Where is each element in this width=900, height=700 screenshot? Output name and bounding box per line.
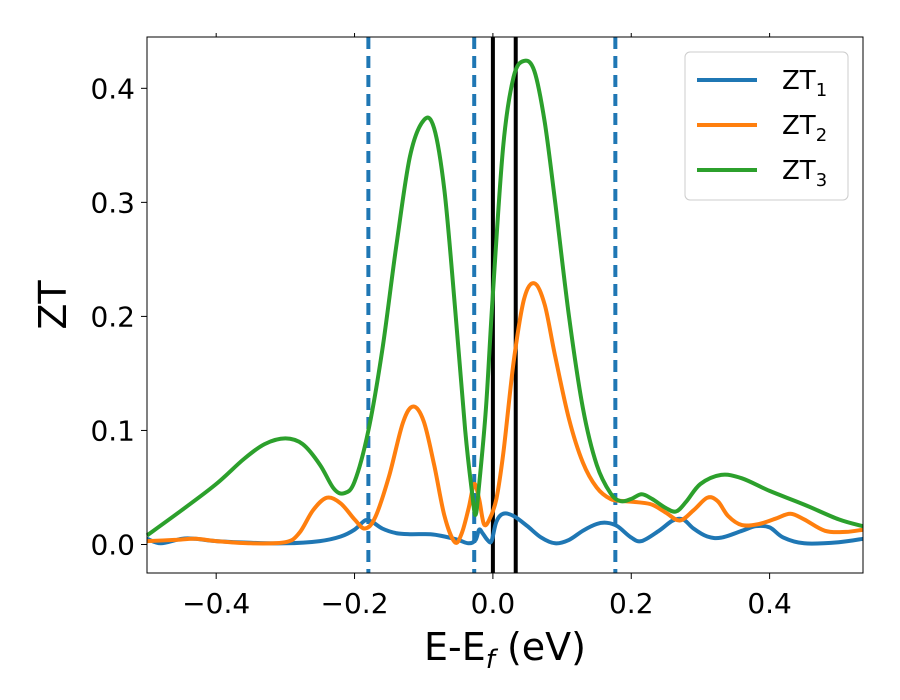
y-tick-label: 0.4 bbox=[90, 72, 135, 105]
series-line-zt1 bbox=[146, 511, 864, 546]
plot-frame bbox=[146, 36, 864, 574]
legend: ZT1 ZT2 ZT3 bbox=[684, 51, 849, 201]
x-tick-label: −0.2 bbox=[321, 587, 389, 620]
x-tick-label: 0.4 bbox=[747, 587, 792, 620]
x-tick-label: −0.4 bbox=[182, 587, 250, 620]
legend-label-zt2: ZT2 bbox=[782, 111, 827, 146]
y-axis-title: ZT bbox=[31, 280, 75, 330]
series-lines bbox=[145, 58, 864, 546]
y-tick-label: 0.1 bbox=[90, 414, 135, 447]
legend-box bbox=[684, 51, 849, 201]
series-line-zt2 bbox=[146, 281, 864, 546]
y-tick-label: 0.3 bbox=[90, 186, 135, 219]
y-axis-ticks: 0.0 0.1 0.2 0.3 0.4 bbox=[90, 72, 147, 561]
legend-label-zt1: ZT1 bbox=[782, 66, 827, 101]
series-line-zt3 bbox=[145, 58, 864, 538]
x-axis-ticks: −0.4 −0.2 0.0 0.2 0.4 bbox=[182, 33, 792, 620]
y-tick-label: 0.0 bbox=[90, 528, 135, 561]
x-tick-label: 0.2 bbox=[609, 587, 654, 620]
x-axis-title: E-Ef (eV) bbox=[424, 625, 586, 675]
y-tick-label: 0.2 bbox=[90, 300, 135, 333]
x-tick-label: 0.0 bbox=[471, 587, 516, 620]
legend-label-zt3: ZT3 bbox=[782, 156, 827, 191]
